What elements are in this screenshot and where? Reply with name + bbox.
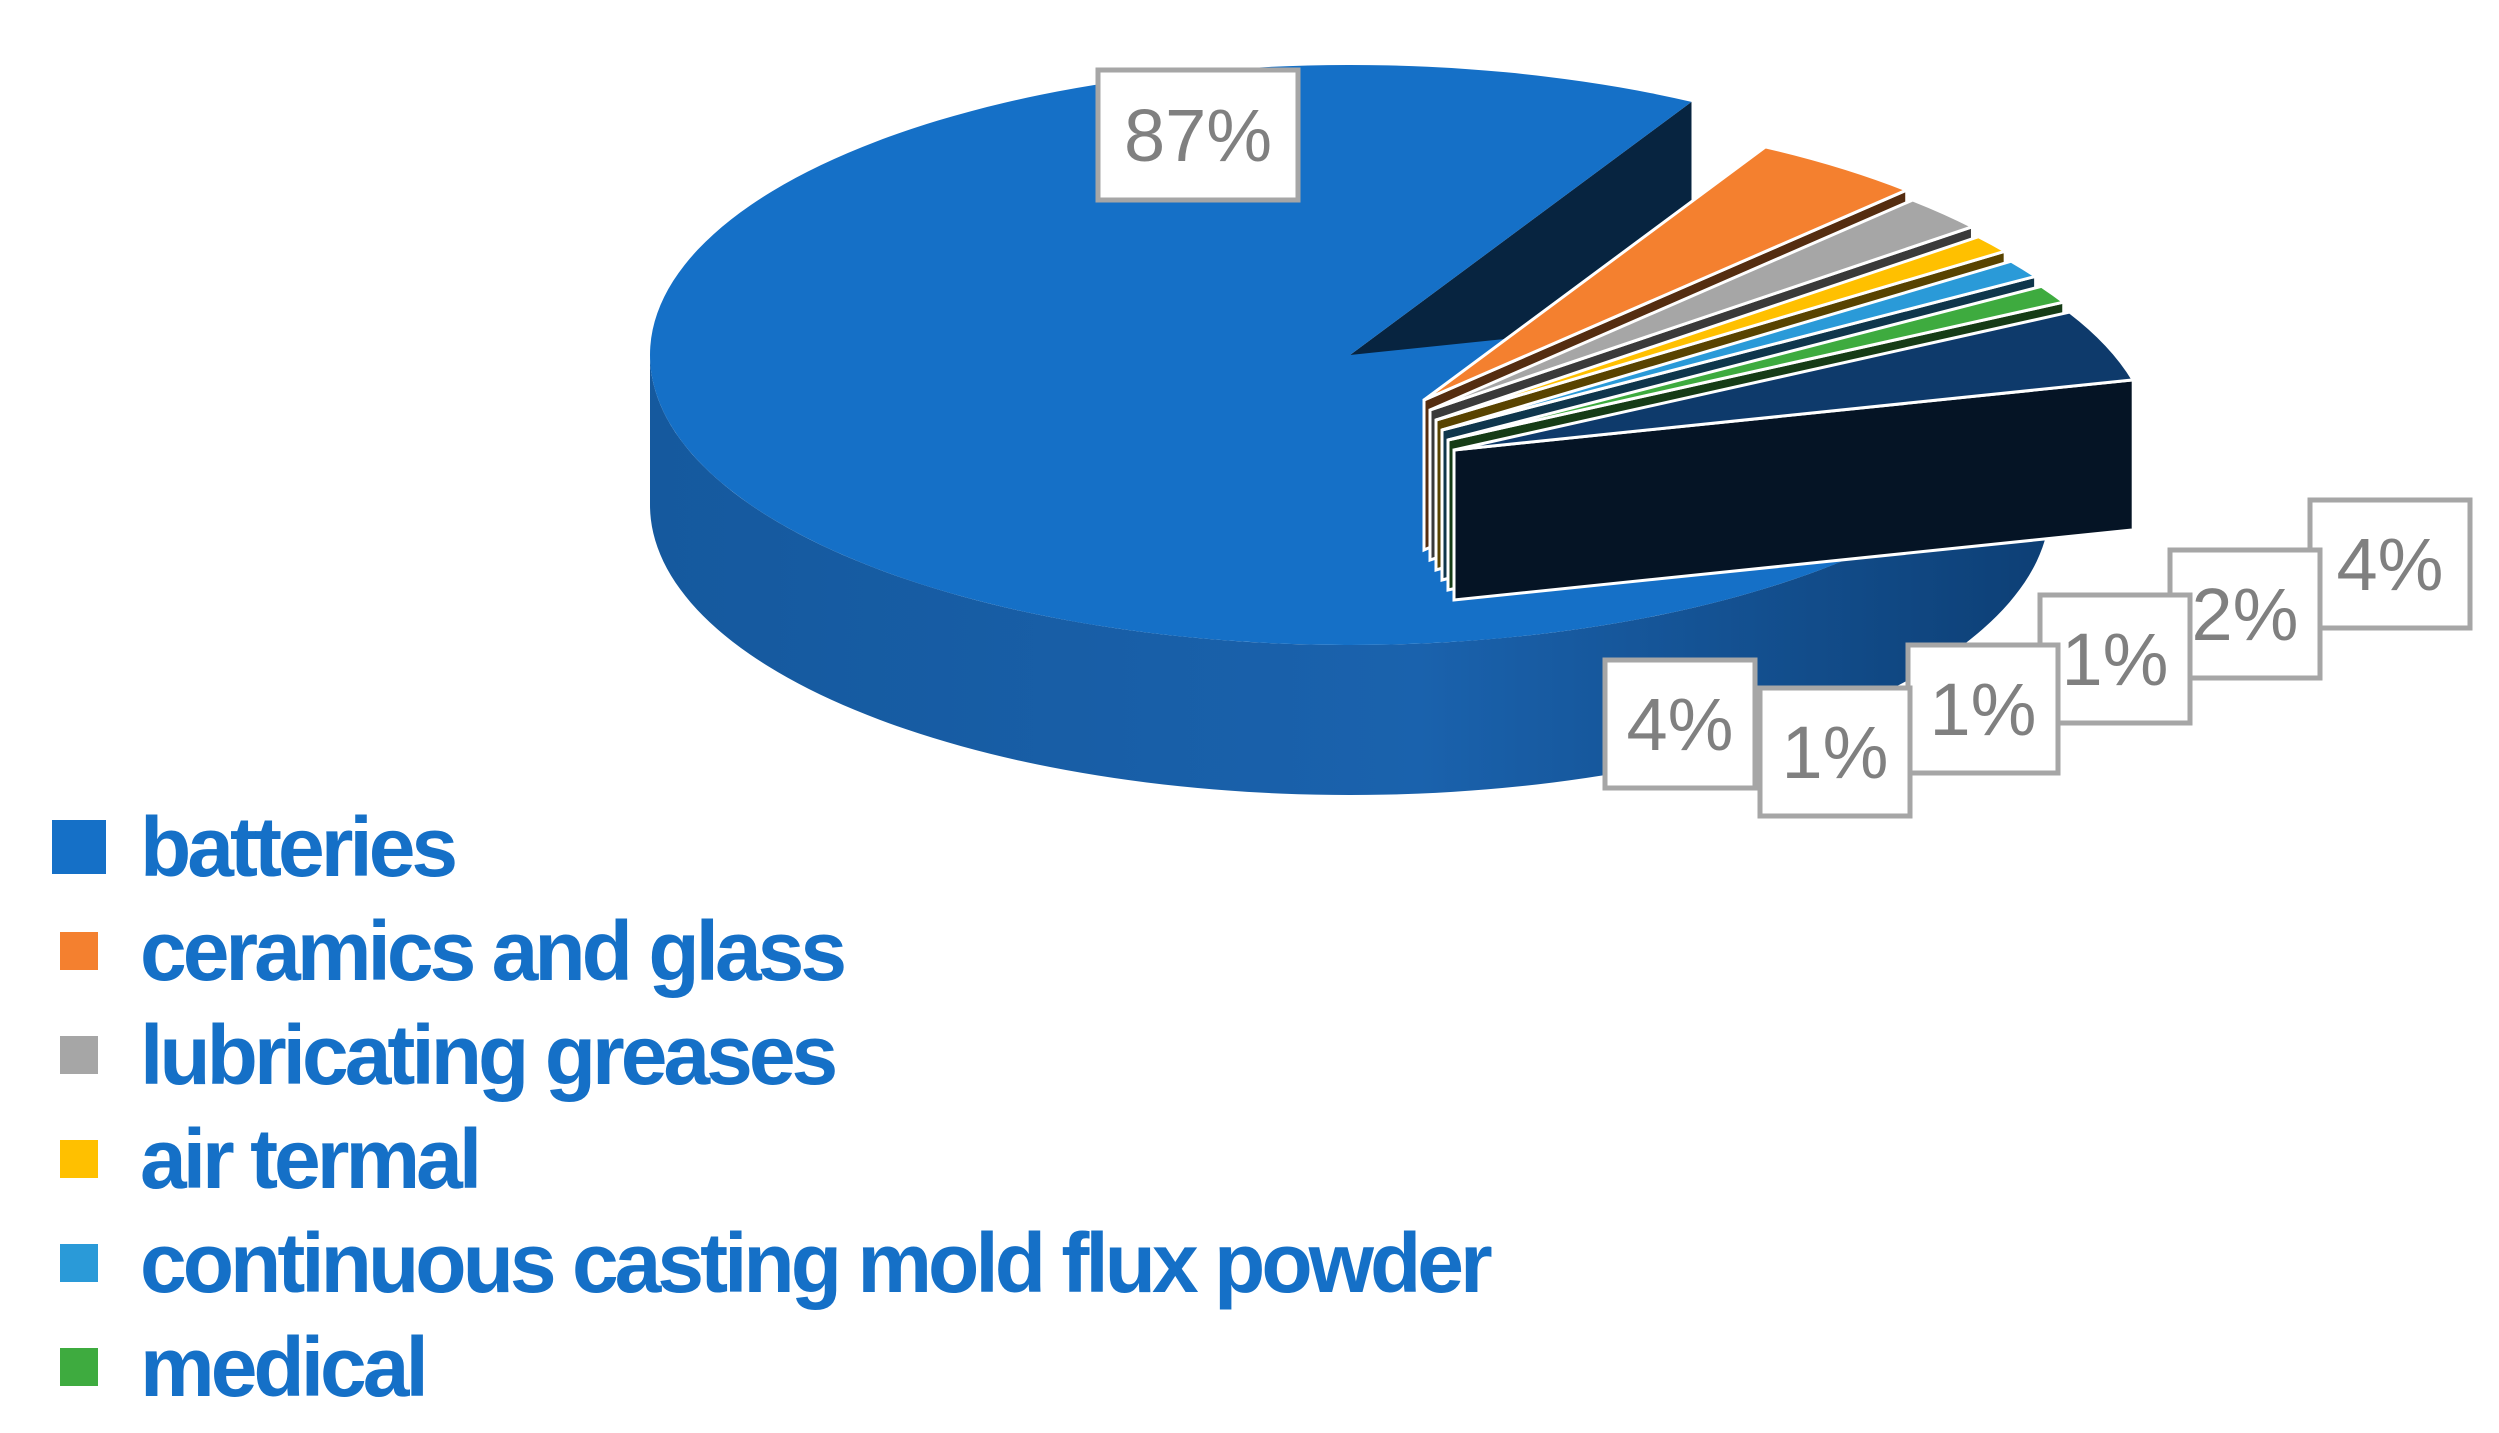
legend-item-medical: medical	[52, 1315, 1489, 1419]
chart-legend: batteries ceramics and glass lubricating…	[52, 795, 1493, 1419]
legend-item-air-termal: air termal	[52, 1107, 1489, 1211]
legend-item-batteries: batteries	[52, 795, 1489, 899]
svg-text:1%: 1%	[2062, 618, 2169, 701]
legend-swatch-medical	[60, 1348, 98, 1386]
svg-text:1%: 1%	[1782, 711, 1889, 794]
legend-item-continuous-casting-mold-flux-powder: continuous casting mold flux powder	[52, 1211, 1493, 1315]
data-label-lubricating-greases: 2%	[2167, 547, 2323, 681]
data-label-batteries: 87%	[1095, 67, 1301, 203]
svg-text:4%: 4%	[1627, 683, 1734, 766]
legend-label-continuous-casting-mold-flux-powder: continuous casting mold flux powder	[140, 1216, 1493, 1310]
svg-text:1%: 1%	[1930, 668, 2037, 751]
svg-text:4%: 4%	[2337, 523, 2444, 606]
data-label-air-termal: 1%	[2037, 592, 2193, 726]
legend-label-air-termal: air termal	[140, 1112, 482, 1206]
legend-label-lubricating-greases: lubricating greases	[140, 1008, 838, 1102]
pie-slice-unlabeled-6	[1452, 310, 2136, 602]
data-label-ceramics-and-glass: 4%	[2307, 497, 2473, 631]
legend-label-medical: medical	[140, 1320, 429, 1414]
data-label-unlabeled-6: 4%	[1602, 657, 1758, 791]
legend-label-batteries: batteries	[140, 800, 458, 894]
legend-swatch-lubricating-greases	[60, 1036, 98, 1074]
svg-text:2%: 2%	[2192, 573, 2299, 656]
legend-swatch-batteries	[52, 820, 106, 874]
data-label-continuous-casting-mold-flux-powder: 1%	[1905, 642, 2061, 776]
legend-swatch-continuous-casting-mold-flux-powder	[60, 1244, 98, 1282]
svg-text:87%: 87%	[1124, 94, 1272, 177]
legend-item-ceramics-and-glass: ceramics and glass	[52, 899, 1489, 1003]
legend-swatch-air-termal	[60, 1140, 98, 1178]
data-label-medical: 1%	[1757, 685, 1913, 819]
legend-item-lubricating-greases: lubricating greases	[52, 1003, 1489, 1107]
legend-swatch-ceramics-and-glass	[60, 932, 98, 970]
legend-label-ceramics-and-glass: ceramics and glass	[140, 904, 847, 998]
